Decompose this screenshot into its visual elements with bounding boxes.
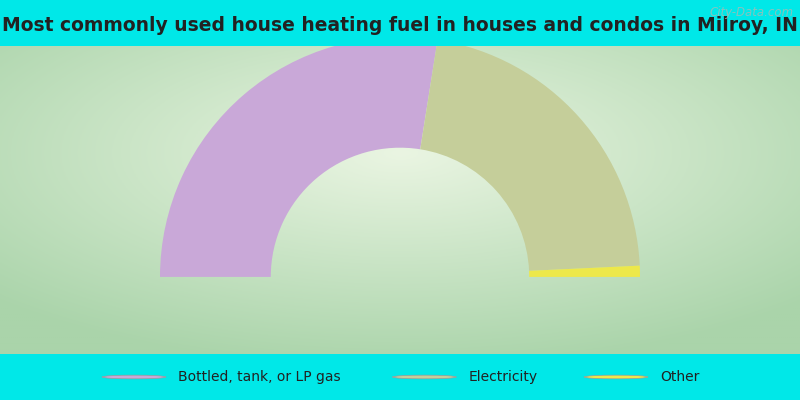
Text: Most commonly used house heating fuel in houses and condos in Milroy, IN: Most commonly used house heating fuel in…: [2, 16, 798, 35]
Circle shape: [392, 375, 456, 379]
Text: Other: Other: [660, 370, 699, 384]
Circle shape: [102, 375, 166, 379]
Wedge shape: [420, 40, 640, 271]
Circle shape: [584, 375, 648, 379]
Text: Bottled, tank, or LP gas: Bottled, tank, or LP gas: [178, 370, 341, 384]
Wedge shape: [160, 37, 438, 277]
Text: Electricity: Electricity: [469, 370, 538, 384]
Wedge shape: [529, 266, 640, 277]
Text: City-Data.com: City-Data.com: [710, 6, 794, 19]
